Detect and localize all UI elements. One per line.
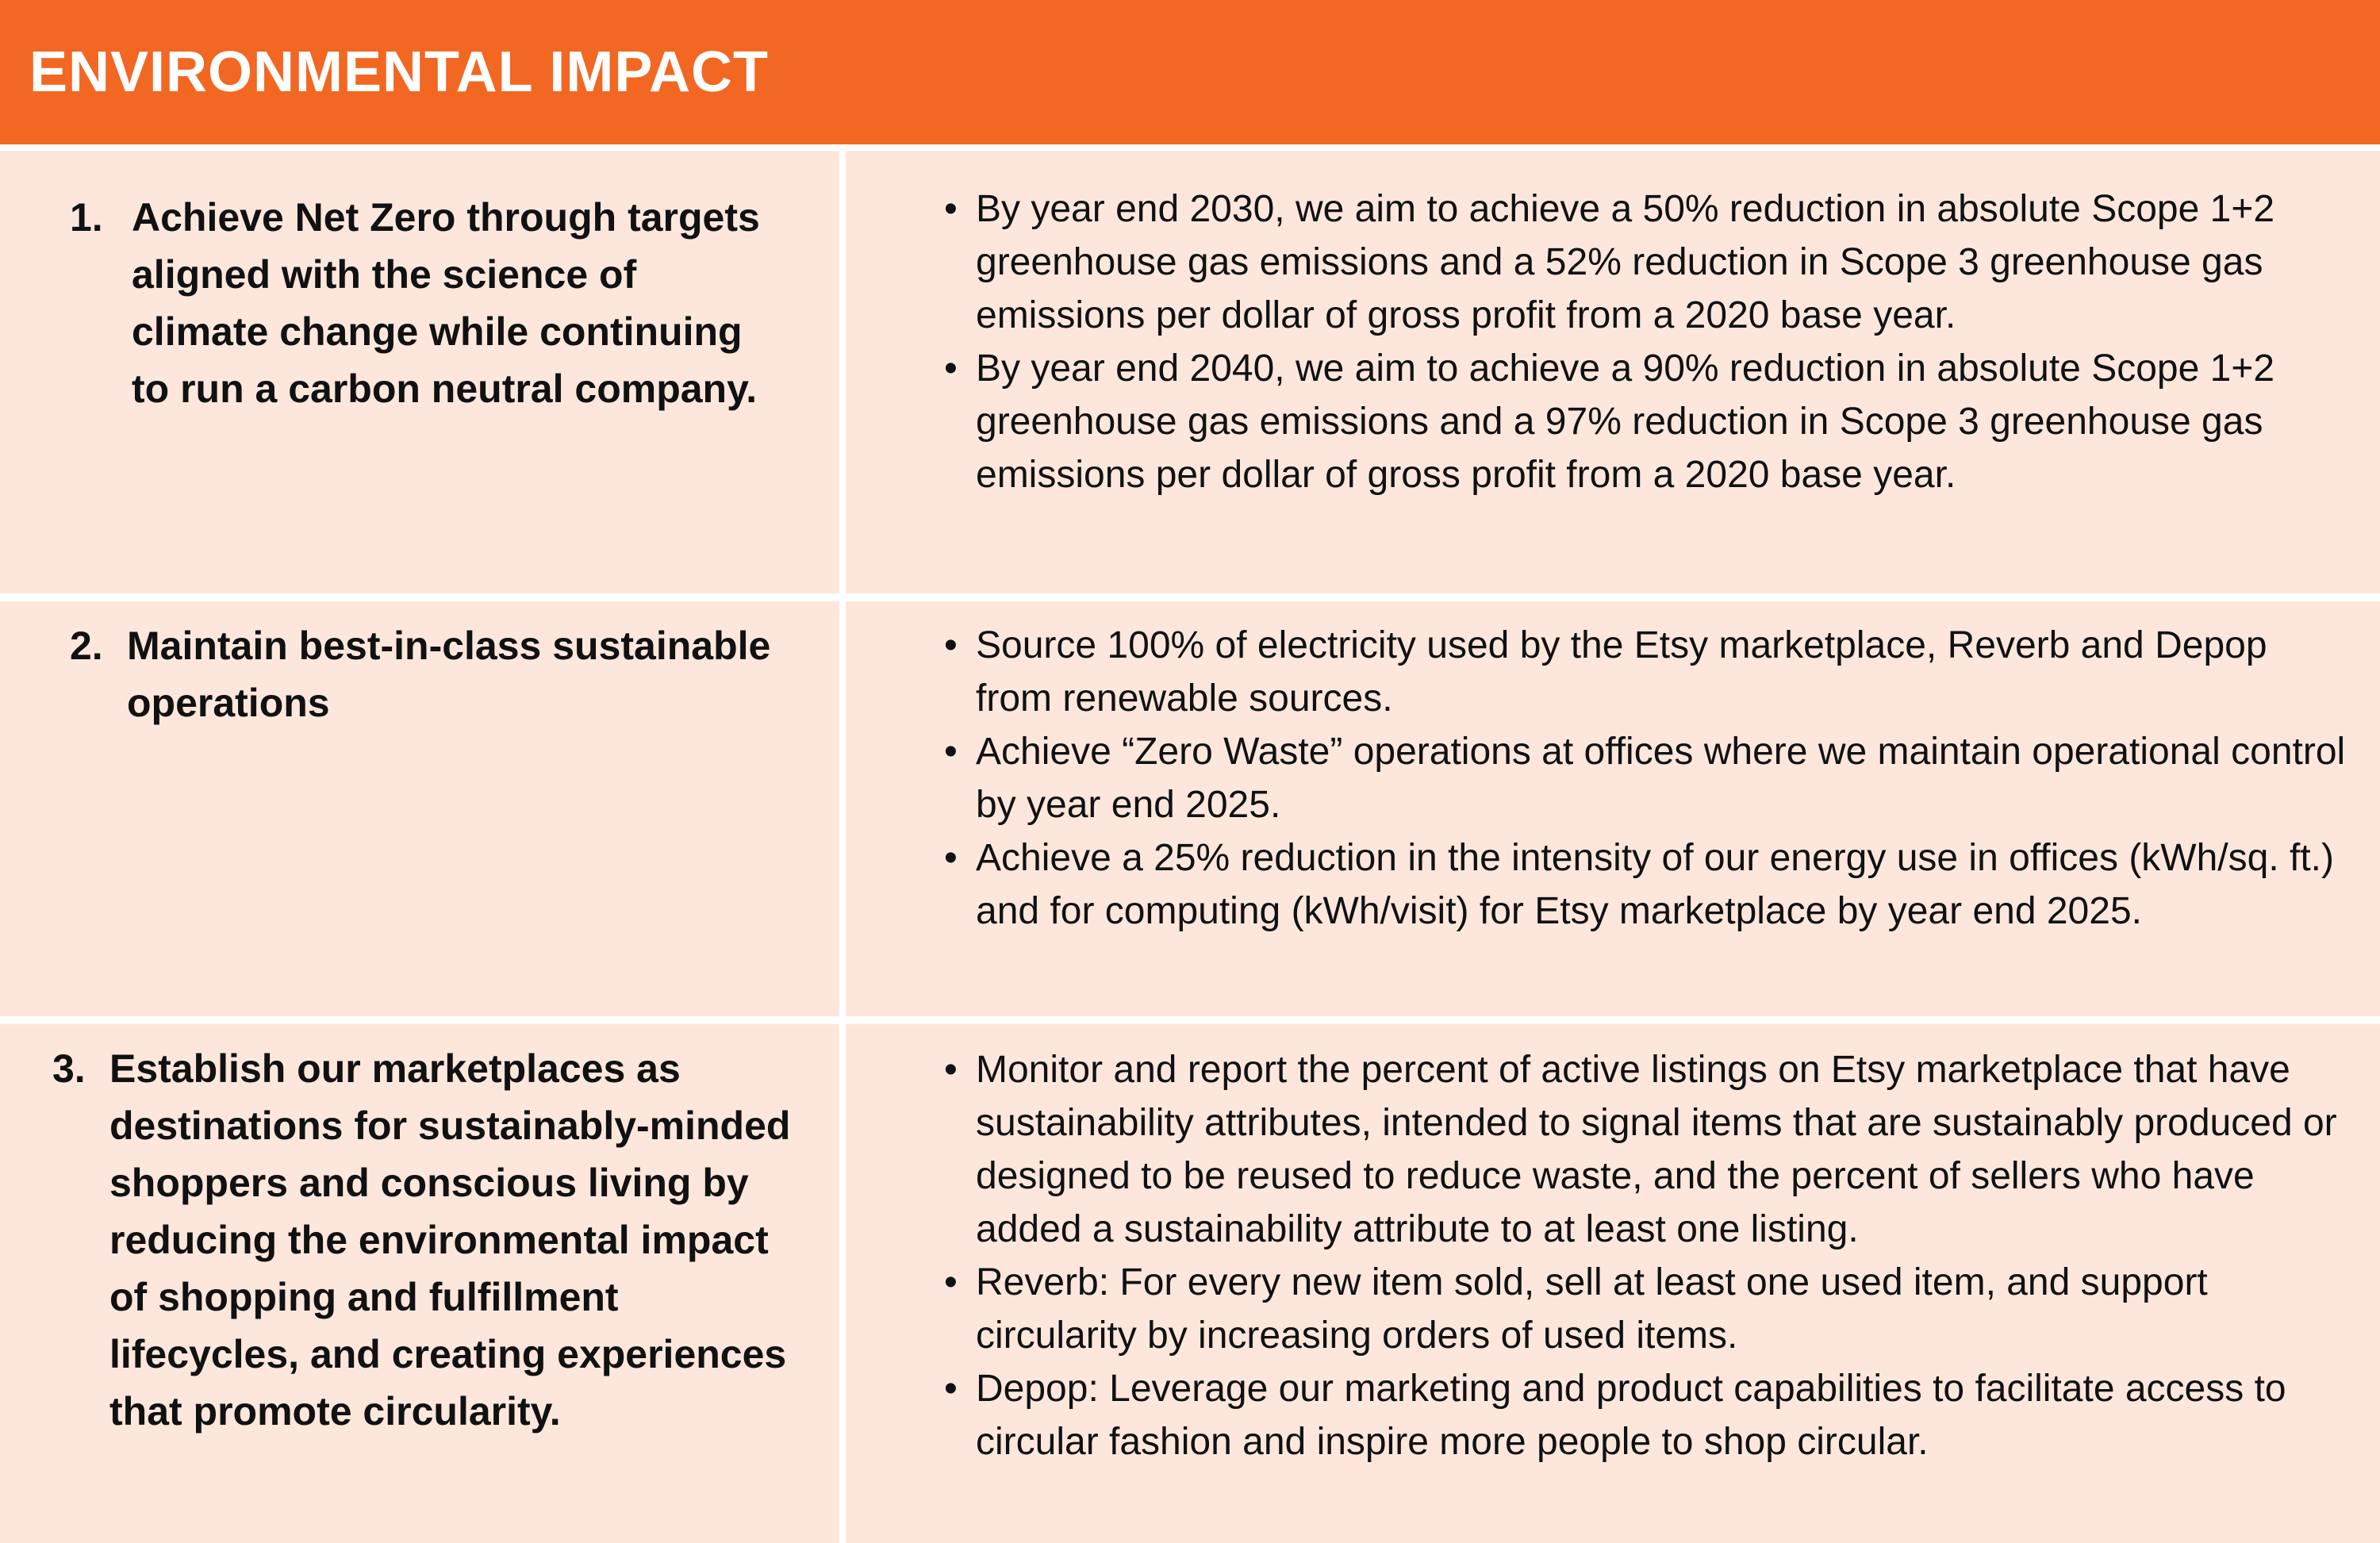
page-title: ENVIRONMENTAL IMPACT xyxy=(29,40,769,104)
bullet-icon: • xyxy=(944,837,958,879)
target-text: By year end 2040, we aim to achieve a 90… xyxy=(976,347,2275,496)
goal: 3. Establish our marketplaces as destina… xyxy=(0,1024,839,1440)
goal-cell: 1. Achieve Net Zero through targets alig… xyxy=(0,151,839,593)
list-item: • Source 100% of electricity used by the … xyxy=(944,619,2348,725)
bullet-icon: • xyxy=(944,188,958,230)
goal-cell: 3. Establish our marketplaces as destina… xyxy=(0,1024,839,1543)
list-item: • By year end 2030, we aim to achieve a 5… xyxy=(944,182,2348,342)
goal-text: Achieve Net Zero through targets aligned… xyxy=(132,195,760,411)
table-row: 2. Maintain best-in-class sustainable op… xyxy=(0,601,2380,1016)
target-text: Source 100% of electricity used by the E… xyxy=(976,624,2267,720)
bullet-icon: • xyxy=(944,1261,958,1303)
target-text: Monitor and report the percent of active… xyxy=(976,1049,2337,1250)
list-item: • Achieve “Zero Waste” operations at offi… xyxy=(944,725,2348,831)
target-text: Reverb: For every new item sold, sell at… xyxy=(976,1261,2208,1357)
bullet-icon: • xyxy=(944,731,958,773)
targets-list: • By year end 2030, we aim to achieve a 5… xyxy=(846,151,2380,501)
list-item: • Achieve a 25% reduction in the intensit… xyxy=(944,831,2348,938)
goal: 2. Maintain best-in-class sustainable op… xyxy=(0,601,839,731)
bullet-icon: • xyxy=(944,1368,958,1410)
goal-number: 1. xyxy=(70,195,103,240)
bullet-icon: • xyxy=(944,624,958,666)
targets-cell: • Source 100% of electricity used by the … xyxy=(846,601,2380,1016)
goal-cell: 2. Maintain best-in-class sustainable op… xyxy=(0,601,839,1016)
goal-text: Establish our marketplaces as destinatio… xyxy=(109,1046,791,1434)
target-text: Depop: Leverage our marketing and produc… xyxy=(976,1368,2286,1463)
target-text: Achieve “Zero Waste” operations at offic… xyxy=(976,731,2346,826)
table-row: 1. Achieve Net Zero through targets alig… xyxy=(0,151,2380,593)
bullet-icon: • xyxy=(944,1049,958,1091)
table-row: 3. Establish our marketplaces as destina… xyxy=(0,1024,2380,1543)
list-item: • Monitor and report the percent of activ… xyxy=(944,1043,2348,1256)
targets-list: • Source 100% of electricity used by the … xyxy=(846,601,2380,938)
list-item: • Depop: Leverage our marketing and produ… xyxy=(944,1362,2348,1468)
bullet-icon: • xyxy=(944,347,958,390)
targets-list: • Monitor and report the percent of activ… xyxy=(846,1024,2380,1468)
list-item: • By year end 2040, we aim to achieve a 9… xyxy=(944,342,2348,501)
goal-number: 3. xyxy=(52,1046,86,1091)
goal-text: Maintain best-in-class sustainable opera… xyxy=(127,624,771,725)
targets-cell: • By year end 2030, we aim to achieve a 5… xyxy=(846,151,2380,593)
targets-cell: • Monitor and report the percent of activ… xyxy=(846,1024,2380,1543)
header-bar: ENVIRONMENTAL IMPACT xyxy=(0,0,2380,144)
list-item: • Reverb: For every new item sold, sell a… xyxy=(944,1256,2348,1362)
goal-number: 2. xyxy=(70,624,103,668)
target-text: By year end 2030, we aim to achieve a 50… xyxy=(976,188,2275,336)
goal: 1. Achieve Net Zero through targets alig… xyxy=(0,151,839,417)
target-text: Achieve a 25% reduction in the intensity… xyxy=(976,837,2334,932)
